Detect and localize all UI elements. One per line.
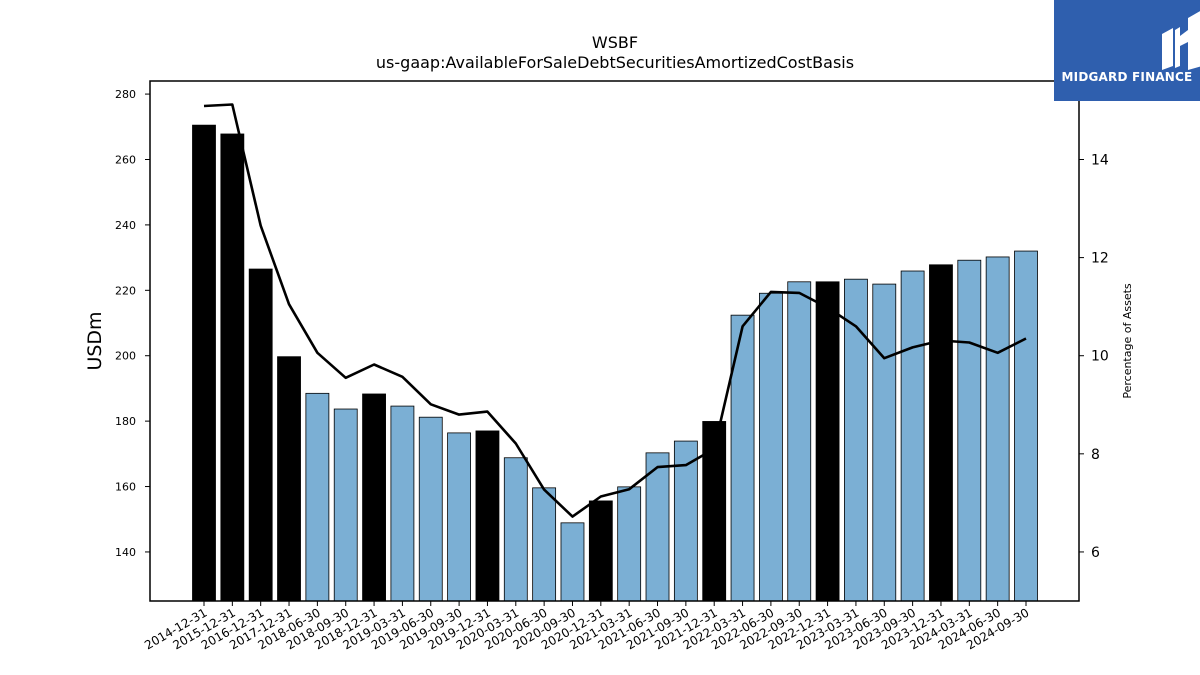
bar-2020-06-30 (532, 487, 557, 602)
y-tick-label: 260 (115, 153, 136, 166)
bar-2014-12-31 (192, 124, 216, 602)
bar-2022-06-30 (758, 292, 783, 602)
bar-2017-12-31 (277, 356, 301, 602)
bar-2019-03-31 (390, 405, 415, 602)
logo-text: MIDGARD FINANCE (1061, 70, 1193, 84)
bar-2023-06-30 (872, 283, 897, 602)
bar-2023-12-31 (929, 264, 953, 602)
bar-2019-09-30 (447, 432, 472, 602)
chart-title: WSBF (592, 33, 638, 52)
y2-tick-label: 12 (1091, 251, 1109, 267)
y-tick-label: 220 (115, 284, 136, 297)
bar-2020-09-30 (560, 522, 585, 602)
plot-frame (149, 80, 1080, 602)
chart-subtitle: us-gaap:AvailableForSaleDebtSecuritiesAm… (376, 53, 854, 72)
y-axis-label: USDm (84, 311, 106, 370)
bar-2021-03-31 (617, 486, 642, 602)
y2-tick-label: 8 (1091, 447, 1100, 463)
bar-2021-06-30 (645, 452, 670, 602)
bar-2022-09-30 (787, 281, 812, 602)
bar-2024-06-30 (985, 256, 1010, 602)
bar-2018-09-30 (333, 408, 358, 602)
y2-axis-label: Percentage of Assets (1121, 283, 1134, 399)
bar-2018-12-31 (362, 393, 386, 602)
y-tick-label: 240 (115, 219, 136, 232)
y-tick-label: 140 (115, 546, 136, 559)
percentage-of-assets-line (203, 103, 1027, 518)
bar-2016-12-31 (248, 268, 273, 602)
logo-mark-icon (1162, 11, 1200, 70)
y-tick-label: 160 (115, 481, 136, 494)
bar-2015-12-31 (220, 133, 245, 602)
bar-2019-12-31 (475, 430, 500, 602)
y2-tick-label: 14 (1091, 152, 1109, 168)
y-tick-label: 280 (115, 88, 136, 101)
brand-logo: MIDGARD FINANCE (1054, 0, 1200, 101)
bar-2019-06-30 (418, 416, 443, 602)
bar-2022-12-31 (815, 281, 840, 602)
y2-tick-label: 6 (1091, 545, 1100, 561)
bar-2020-12-31 (588, 500, 613, 602)
bar-2024-09-30 (1014, 250, 1038, 602)
y-tick-label: 200 (115, 350, 136, 363)
y2-tick-label: 10 (1091, 349, 1109, 365)
bar-2024-03-31 (957, 259, 982, 602)
y-tick-label: 180 (115, 415, 136, 428)
bar-2018-06-30 (305, 392, 330, 602)
bar-2020-03-31 (503, 457, 528, 602)
bar-2023-09-30 (900, 270, 925, 602)
